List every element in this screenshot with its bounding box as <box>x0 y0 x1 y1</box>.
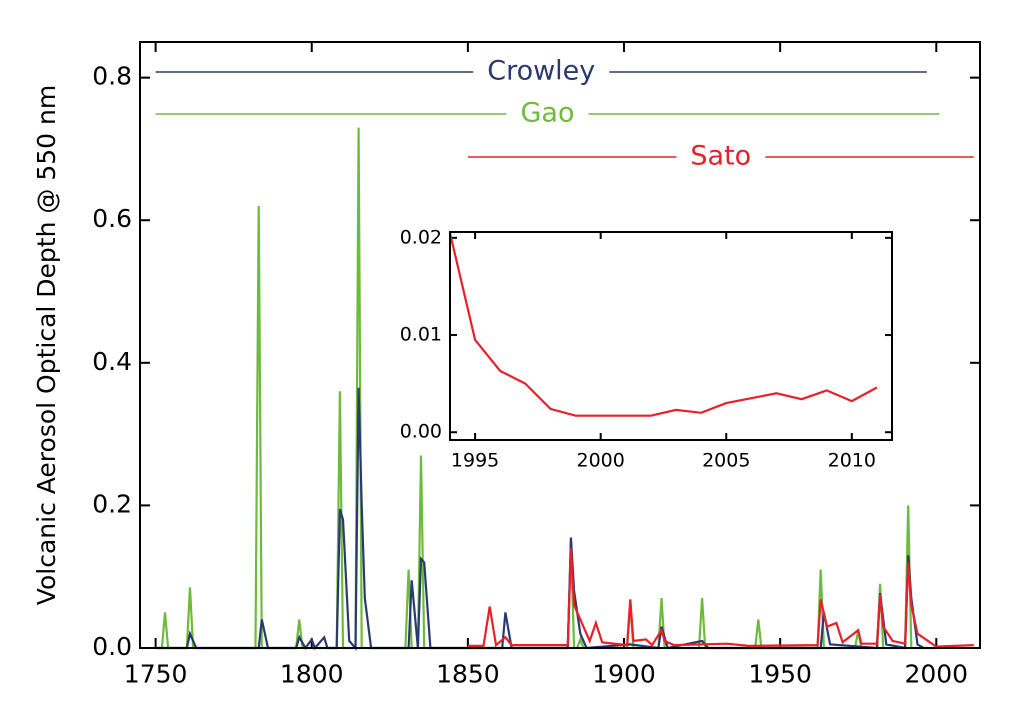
y-tick-label: 0.0 <box>92 632 132 661</box>
y-tick-label: 0.2 <box>92 489 132 518</box>
legend-label: Gao <box>521 98 575 129</box>
y-tick-label: 0.01 <box>400 324 442 346</box>
x-tick-label: 2010 <box>828 449 876 471</box>
plot-frame <box>449 231 893 441</box>
x-tick-label: 2005 <box>702 449 750 471</box>
legend-label-bg <box>676 140 766 172</box>
data-line <box>448 232 878 417</box>
legend-label: Sato <box>690 141 751 172</box>
legend-label-bg <box>506 97 589 129</box>
x-tick-label: 1800 <box>280 660 344 689</box>
y-tick-label: 0.6 <box>92 204 132 233</box>
x-tick-label: 1750 <box>124 660 188 689</box>
x-tick-label: 2000 <box>904 660 968 689</box>
legend-label-bg <box>473 55 610 87</box>
y-axis-label: Volcanic Aerosol Optical Depth @ 550 nm <box>32 85 61 605</box>
x-tick-label: 1950 <box>748 660 812 689</box>
x-tick-label: 1900 <box>592 660 656 689</box>
y-tick-label: 0.00 <box>400 421 442 443</box>
y-tick-label: 0.8 <box>92 62 132 91</box>
x-tick-label: 1850 <box>436 660 500 689</box>
legend-label: Crowley <box>487 56 595 87</box>
y-tick-label: 0.4 <box>92 347 132 376</box>
plot-area <box>450 232 892 440</box>
x-tick-label: 1995 <box>451 449 499 471</box>
y-tick-label: 0.02 <box>400 226 442 248</box>
x-tick-label: 2000 <box>577 449 625 471</box>
data-line <box>467 548 974 648</box>
plot-frame <box>139 41 981 649</box>
